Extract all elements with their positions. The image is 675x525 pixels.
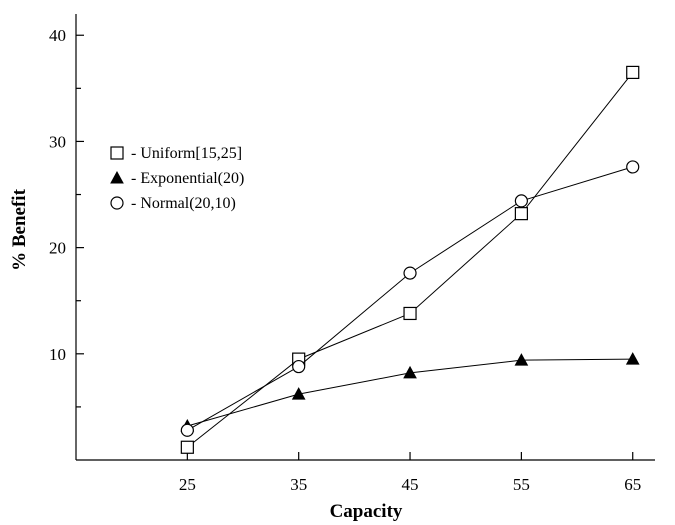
x-axis-title: Capacity	[330, 501, 403, 522]
data-point-2-4	[626, 160, 640, 174]
x-tick-label-25: 25	[179, 475, 196, 494]
data-point-2-1	[292, 359, 306, 374]
y-tick-label-20: 20	[49, 239, 66, 258]
data-point-0-0	[180, 440, 194, 454]
series-layer	[180, 65, 640, 454]
data-point-0-2	[403, 306, 417, 321]
data-point-1-2	[403, 365, 417, 379]
data-point-0-3	[514, 207, 528, 221]
legend-marker-2	[110, 196, 124, 210]
series-1	[180, 352, 640, 432]
data-point-2-0	[180, 423, 194, 437]
x-tick-label-55: 55	[513, 475, 530, 494]
x-tick-label-45: 45	[402, 475, 419, 494]
legend-marker-1	[110, 170, 124, 184]
y-tick-label-30: 30	[49, 132, 66, 151]
y-axis-title: % Benefit	[9, 188, 30, 270]
data-point-1-4	[625, 352, 640, 365]
legend-label-0: - Uniform[15,25]	[131, 145, 242, 162]
legend-label-1: - Exponential(20)	[131, 170, 244, 187]
axes: 25 35 45 55 65 10 20 30 40	[49, 14, 655, 494]
x-tick-label-35: 35	[290, 475, 307, 494]
series-line-0	[187, 72, 634, 448]
series-line-2	[187, 166, 633, 431]
data-point-1-1	[291, 387, 306, 400]
legend-marker-0	[110, 146, 124, 160]
data-point-2-3	[514, 194, 528, 208]
legend: - Uniform[15,25] - Exponential(20) - Norma…	[110, 145, 244, 212]
data-point-0-4	[626, 65, 640, 80]
series-0	[180, 65, 640, 454]
legend-label-2: - Normal(20,10)	[131, 195, 236, 212]
y-tick-label-40: 40	[49, 26, 66, 45]
series-2	[180, 160, 640, 437]
y-tick-label-10: 10	[49, 345, 66, 364]
data-point-2-2	[403, 266, 417, 280]
x-tick-label-65: 65	[624, 475, 641, 494]
data-point-1-3	[514, 353, 529, 366]
